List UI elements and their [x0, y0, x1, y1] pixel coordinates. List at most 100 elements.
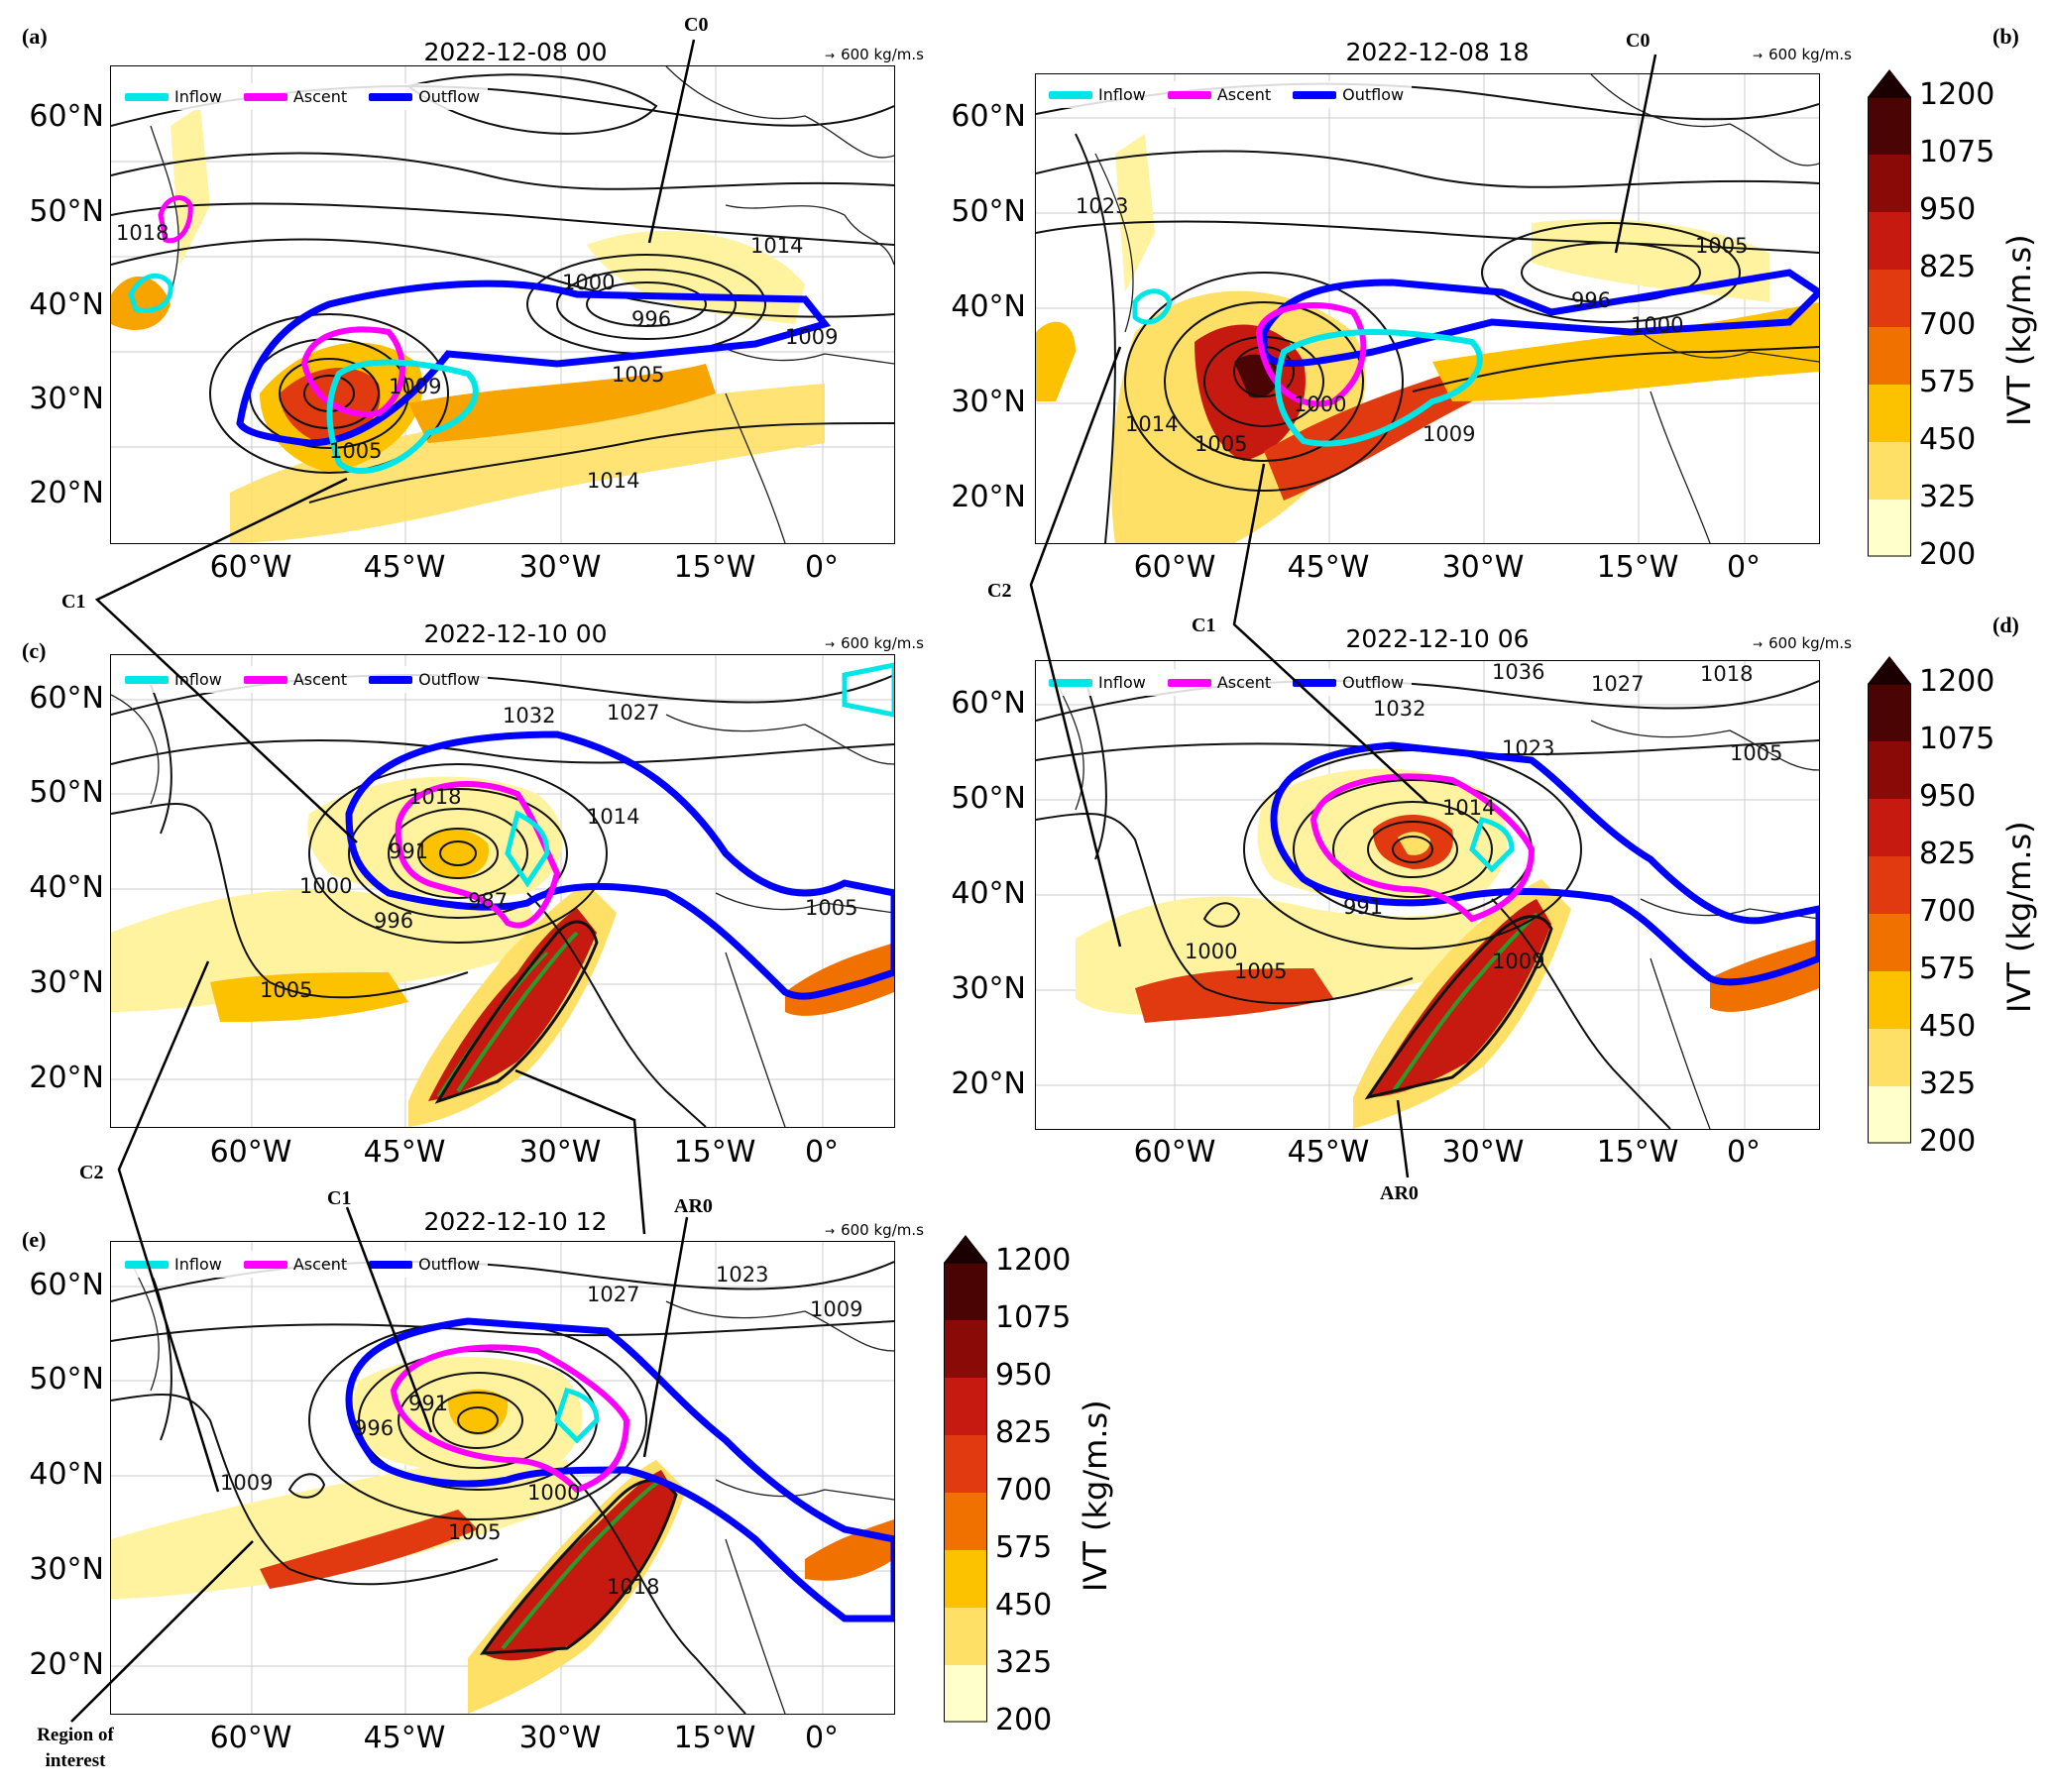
isobar-c-987: 987 — [468, 889, 508, 913]
outflow-swatch — [369, 1260, 413, 1269]
legend-inflow-label: Inflow — [174, 87, 222, 106]
e-lon-30w: 30°W — [518, 1721, 602, 1755]
a-lon-45w: 45°W — [363, 550, 446, 585]
scale-value: 600 — [841, 46, 869, 63]
isobar-c-1014: 1014 — [587, 805, 639, 829]
d-lat-20: 20°N — [951, 1066, 1026, 1101]
inflow-swatch — [1049, 90, 1092, 99]
annot-c1-e: C1 — [327, 1187, 352, 1209]
map-panel-a: 1014 1000 996 1009 1005 1014 1018 1009 1… — [110, 65, 895, 544]
map-b-canvas: 1005 996 1000 1023 1014 1005 1009 1000 — [1036, 74, 1819, 543]
legend-outflow: Outflow — [369, 87, 480, 106]
isobar-d-1005: 1005 — [1234, 959, 1287, 983]
isobar-c-1032: 1032 — [503, 704, 555, 728]
isobar-d-1032: 1032 — [1373, 697, 1425, 721]
isobar-c-1005: 1005 — [260, 978, 312, 1002]
cb3-tick-575: 575 — [995, 1530, 1053, 1565]
b-lat-50: 50°N — [951, 194, 1026, 229]
c-lon-0: 0° — [804, 1135, 840, 1170]
isobar-d-1018: 1018 — [1700, 662, 1753, 686]
legend-inflow: Inflow — [1049, 85, 1146, 104]
isobar-b-996: 996 — [1571, 288, 1611, 312]
cb2-tick-950: 950 — [1919, 779, 1977, 814]
annot-c0-b: C0 — [1626, 30, 1651, 52]
b-lat-40: 40°N — [951, 289, 1026, 324]
panel-a-legend: Inflow Ascent Outflow — [117, 83, 489, 110]
scale-unit: kg/m.s — [873, 1221, 924, 1239]
isobar-b-1005b: 1005 — [1195, 432, 1247, 456]
scale-arrow-icon: → — [825, 637, 836, 651]
legend-inflow-label: Inflow — [1098, 85, 1146, 104]
legend-ascent-label: Ascent — [292, 670, 348, 689]
colorbar-middle-svg — [1868, 656, 1911, 1144]
scale-unit: kg/m.s — [873, 46, 924, 63]
annot-c1-a: C1 — [61, 591, 86, 613]
legend-ascent-label: Ascent — [292, 1255, 348, 1274]
cb3-tick-1075: 1075 — [995, 1300, 1072, 1335]
map-panel-b: 1005 996 1000 1023 1014 1005 1009 1000 — [1035, 73, 1820, 544]
a-lat-50: 50°N — [29, 194, 104, 229]
cb3-tick-825: 825 — [995, 1415, 1053, 1450]
legend-inflow: Inflow — [125, 1255, 222, 1274]
colorbar-top-svg — [1868, 69, 1911, 557]
e-lon-15w: 15°W — [673, 1721, 756, 1755]
ascent-swatch — [243, 92, 287, 101]
annot-ar0-d: AR0 — [1380, 1182, 1419, 1204]
colorbar-middle — [1868, 656, 1911, 1144]
isobar-d-1005b: 1005 — [1730, 741, 1782, 765]
panel-a-label: (a) — [22, 24, 48, 49]
b-lat-60: 60°N — [951, 99, 1026, 134]
outflow-swatch — [369, 92, 413, 101]
cb2-title: IVT (kg/m.s) — [2000, 821, 2038, 1013]
c-lon-30w: 30°W — [518, 1135, 602, 1170]
legend-ascent: Ascent — [1167, 673, 1271, 692]
c-lat-20: 20°N — [29, 1061, 104, 1095]
legend-outflow: Outflow — [1293, 673, 1404, 692]
isobar-d-1014: 1014 — [1442, 796, 1495, 820]
a-lon-60w: 60°W — [209, 550, 292, 585]
colorbar-bottom — [944, 1235, 987, 1723]
cb1-tick-825: 825 — [1919, 250, 1977, 284]
inflow-swatch — [125, 92, 169, 101]
cb2-tick-1075: 1075 — [1919, 722, 1995, 756]
legend-outflow: Outflow — [1293, 85, 1404, 104]
a-lat-60: 60°N — [29, 99, 104, 134]
isobar-d-991: 991 — [1343, 895, 1383, 919]
annot-c2-c: C2 — [79, 1162, 104, 1183]
ascent-swatch — [1167, 90, 1211, 99]
e-lat-50: 50°N — [29, 1362, 104, 1397]
isobar-b-1023: 1023 — [1076, 194, 1128, 218]
legend-outflow-label: Outflow — [418, 87, 481, 106]
isobar-e-1000: 1000 — [527, 1481, 580, 1505]
legend-inflow-label: Inflow — [174, 1255, 222, 1274]
scale-value: 600 — [841, 634, 869, 652]
legend-inflow-label: Inflow — [1098, 673, 1146, 692]
cb1-title: IVT (kg/m.s) — [2000, 234, 2038, 426]
panel-d-legend: Inflow Ascent Outflow — [1041, 669, 1413, 696]
b-lon-45w: 45°W — [1287, 550, 1370, 585]
isobar-d-1009: 1009 — [1492, 950, 1544, 973]
annot-ar0-e: AR0 — [674, 1195, 713, 1217]
inflow-swatch — [1049, 678, 1092, 687]
legend-inflow: Inflow — [1049, 673, 1146, 692]
legend-outflow-label: Outflow — [1342, 673, 1405, 692]
isobar-a-1005b: 1005 — [612, 363, 664, 387]
d-lon-45w: 45°W — [1287, 1135, 1370, 1170]
panel-e-label: (e) — [22, 1227, 47, 1252]
isobar-a-1009: 1009 — [389, 375, 441, 398]
isobar-a-1000: 1000 — [562, 271, 615, 294]
a-lat-20: 20°N — [29, 476, 104, 510]
isobar-e-1009b: 1009 — [220, 1471, 273, 1495]
cb1-tick-700: 700 — [1919, 307, 1977, 342]
isobar-d-1000: 1000 — [1185, 940, 1237, 963]
isobar-b-1000: 1000 — [1294, 392, 1346, 416]
b-lon-60w: 60°W — [1133, 550, 1216, 585]
cb1-tick-575: 575 — [1919, 365, 1977, 399]
panel-c-legend: Inflow Ascent Outflow — [117, 666, 489, 693]
b-lon-0: 0° — [1726, 550, 1762, 585]
outflow-swatch — [1293, 90, 1337, 99]
cb2-tick-825: 825 — [1919, 837, 1977, 871]
scale-unit: kg/m.s — [1801, 46, 1852, 63]
scale-unit: kg/m.s — [1801, 634, 1852, 652]
d-lon-30w: 30°W — [1441, 1135, 1525, 1170]
